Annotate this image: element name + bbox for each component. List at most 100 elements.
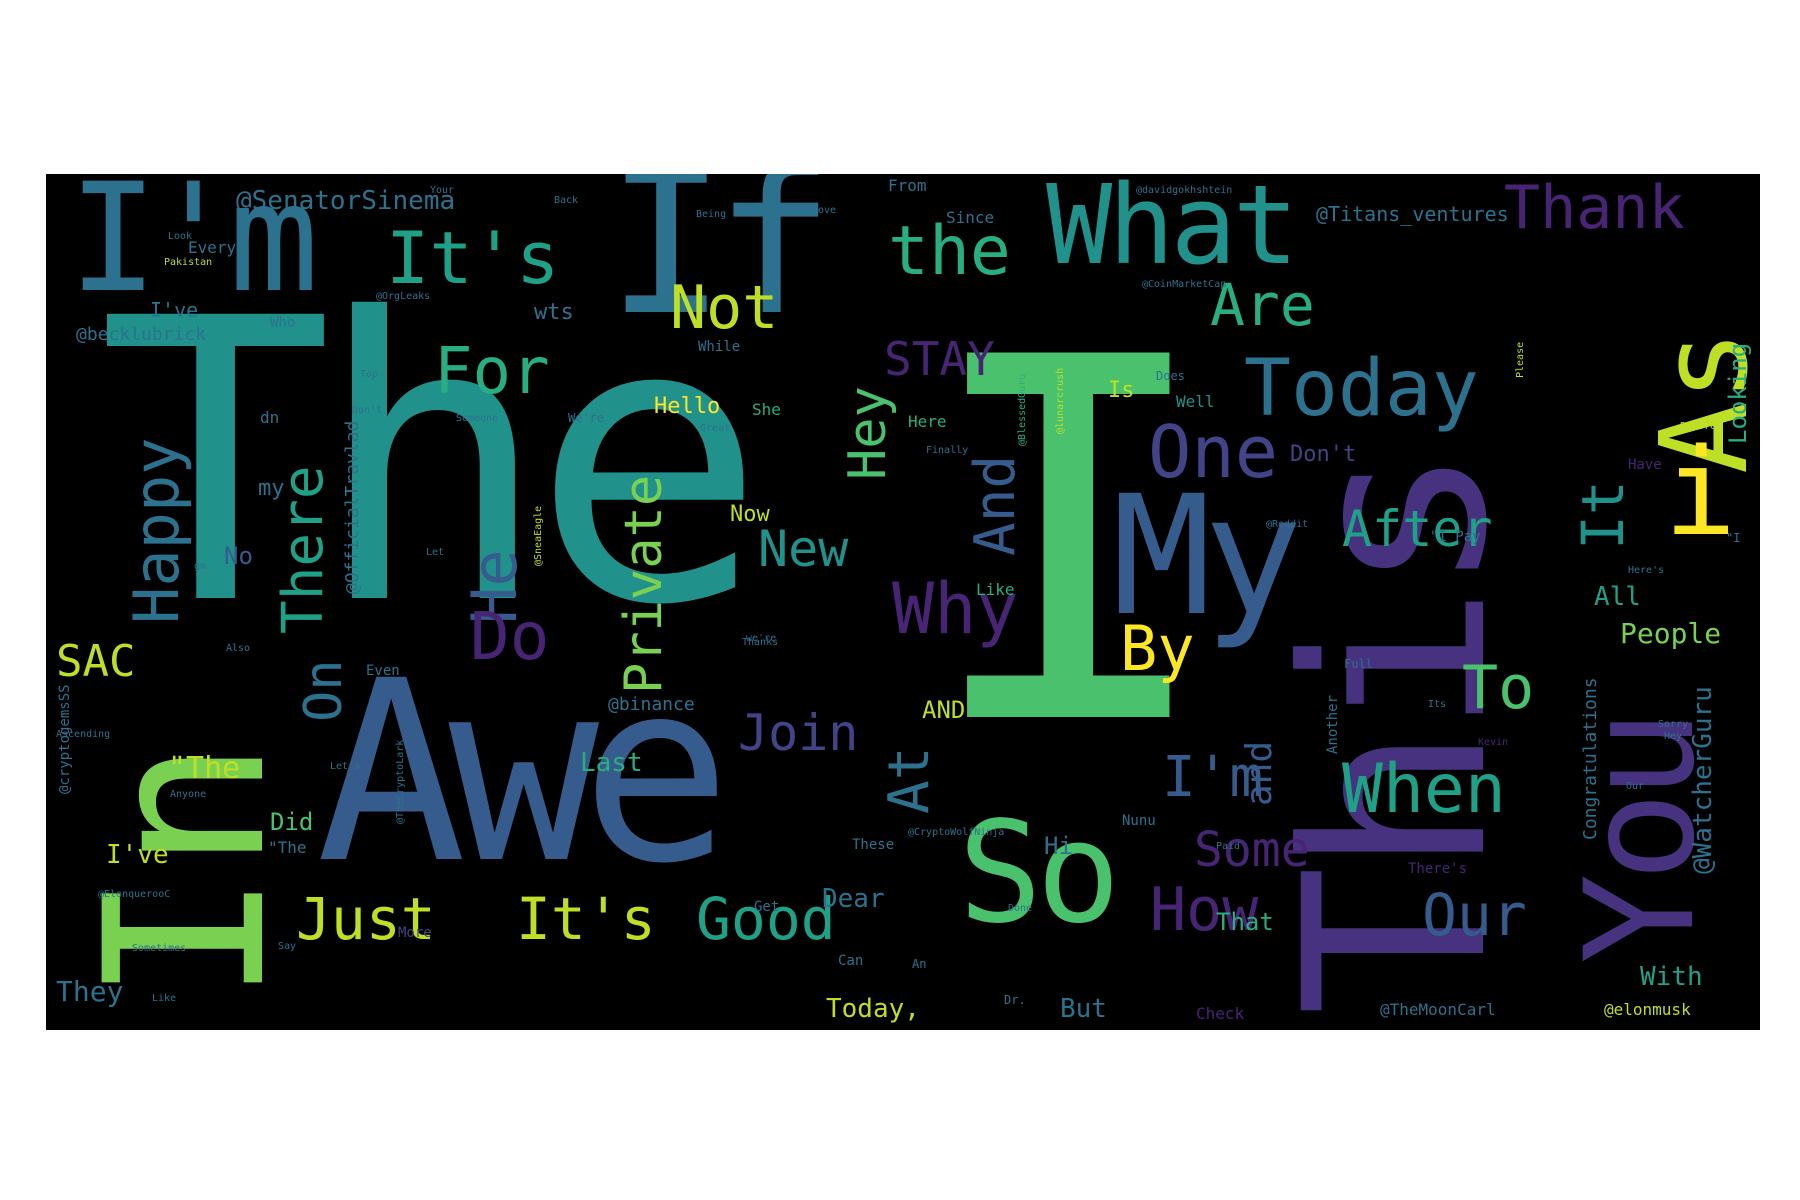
word-the-small: the bbox=[888, 212, 1011, 291]
word-lunarcrush: @lunarcrush bbox=[1055, 367, 1066, 434]
word-sometimes: Sometimes bbox=[132, 943, 187, 954]
word-quote-i: "I bbox=[1726, 531, 1741, 545]
word-dont-2: Don't bbox=[352, 405, 383, 416]
word-someone: Someone bbox=[456, 413, 499, 424]
word-but: But bbox=[1060, 994, 1107, 1024]
word-like: Like bbox=[976, 580, 1015, 599]
word-davidg: @davidgokhshtein bbox=[1136, 185, 1233, 196]
word-nunu: Nunu bbox=[1122, 813, 1156, 829]
word-great: Great bbox=[700, 423, 731, 434]
word-at: At bbox=[877, 746, 942, 814]
word-were: We're bbox=[568, 411, 605, 425]
word-its-2: It's bbox=[516, 885, 656, 953]
word-she: She bbox=[752, 400, 781, 419]
word-some: Some bbox=[1194, 822, 1310, 878]
word-reddit: @Reddit bbox=[1266, 519, 1309, 530]
word-is: Is bbox=[1108, 378, 1135, 403]
word-since: Since bbox=[946, 208, 995, 227]
word-ive-2: I've bbox=[150, 298, 199, 322]
word-were-2: we're bbox=[746, 633, 777, 644]
word-stay: STAY bbox=[884, 332, 995, 386]
word-for: For bbox=[434, 335, 550, 409]
word-love: Love bbox=[812, 205, 837, 216]
word-can: Can bbox=[838, 953, 864, 969]
word-our-1: Our bbox=[1422, 881, 1527, 949]
word-im-2: I'm bbox=[1162, 745, 1264, 810]
word-did: Did bbox=[270, 808, 314, 836]
word-no: No bbox=[224, 542, 253, 570]
word-while: While bbox=[698, 339, 741, 355]
word-to: To bbox=[1462, 653, 1535, 723]
word-full: Full bbox=[1344, 657, 1373, 671]
word-looking: Looking bbox=[1724, 342, 1752, 444]
word-coinmarketcap: @CoinMarketCap bbox=[1142, 279, 1227, 290]
word-private: Private bbox=[614, 474, 674, 694]
word-last: Last bbox=[580, 748, 643, 778]
word-dr: Dr. bbox=[1004, 993, 1026, 1007]
word-now: Now bbox=[730, 502, 770, 527]
word-how: How bbox=[1150, 875, 1259, 945]
word-not: Not bbox=[670, 273, 779, 343]
word-new: New bbox=[758, 520, 849, 578]
word-paid: Paid bbox=[1216, 841, 1241, 852]
word-on: On bbox=[294, 659, 354, 722]
word-themooncarl: @TheMoonCarl bbox=[1380, 1000, 1496, 1019]
word-even: Even bbox=[366, 663, 400, 679]
word-dn: dn bbox=[260, 408, 280, 427]
word-by: By bbox=[1120, 612, 1195, 685]
word-awe: Awe bbox=[316, 627, 732, 918]
word-elonquer: @ElonquerooC bbox=[98, 889, 171, 900]
word-i-small: i bbox=[1664, 424, 1737, 563]
word-gm: gm bbox=[194, 561, 207, 572]
word-from: From bbox=[888, 176, 927, 195]
word-kevin: Kevin bbox=[1478, 737, 1509, 748]
word-say: Say bbox=[278, 941, 297, 952]
word-lets: Let's bbox=[330, 761, 361, 772]
word-its-3: Its bbox=[1428, 699, 1447, 710]
word-being: Being bbox=[696, 209, 727, 220]
word-the: The bbox=[98, 236, 766, 690]
word-please: Please bbox=[1515, 341, 1526, 378]
word-another: Another bbox=[1325, 694, 1341, 754]
word-so: So bbox=[958, 792, 1121, 955]
word-one: One bbox=[1148, 410, 1279, 494]
word-i-big: I bbox=[918, 253, 1220, 835]
word-thecryptolark: @TheCryptoLark bbox=[395, 739, 406, 824]
word-ascending: Ascending bbox=[56, 729, 111, 740]
word-theres: There's bbox=[1408, 861, 1468, 877]
word-well: Well bbox=[1176, 392, 1215, 411]
word-good: Good bbox=[696, 885, 836, 953]
word-top: Top bbox=[360, 369, 379, 380]
word-what: What bbox=[1046, 174, 1299, 289]
word-that: That bbox=[1216, 908, 1274, 936]
word-pakistan: Pakistan bbox=[164, 257, 213, 268]
word-officialtravlad: @OfficialTravlad bbox=[342, 420, 363, 594]
word-anyone: Anyone bbox=[170, 789, 207, 800]
word-elonmusk: @elonmusk bbox=[1604, 1000, 1691, 1019]
word-thanks: Thanks bbox=[742, 637, 779, 648]
word-i-pay: "I Pay bbox=[1430, 529, 1481, 545]
word-every: Every bbox=[188, 238, 237, 257]
word-people: People bbox=[1620, 617, 1722, 650]
word-cloud: The I Awe This In If I'm My So You What … bbox=[46, 174, 1760, 1030]
word-these: These bbox=[852, 837, 895, 853]
word-cryptowolf: @CryptoWolfNinja bbox=[908, 827, 1005, 838]
word-more: More bbox=[398, 925, 432, 941]
word-here: Here bbox=[908, 412, 947, 431]
word-all: All bbox=[1594, 582, 1641, 612]
word-wts: wts bbox=[534, 300, 574, 325]
word-it: It bbox=[1569, 480, 1637, 550]
word-today-2: Today, bbox=[826, 994, 920, 1024]
word-who: Who bbox=[270, 315, 296, 331]
word-happy: Happy bbox=[120, 437, 193, 624]
word-our-2: Our bbox=[1626, 781, 1645, 792]
word-hey-2: Hey bbox=[1664, 731, 1683, 742]
word-get: Get bbox=[754, 899, 780, 915]
word-sorry: Sorry bbox=[1658, 719, 1689, 730]
word-do: Do bbox=[470, 598, 550, 675]
word-heres: Here's bbox=[1628, 565, 1665, 576]
word-also: Also bbox=[226, 643, 251, 654]
word-back: Back bbox=[554, 195, 579, 206]
word-dear: Dear bbox=[822, 884, 885, 914]
word-sac: SAC bbox=[56, 636, 136, 687]
